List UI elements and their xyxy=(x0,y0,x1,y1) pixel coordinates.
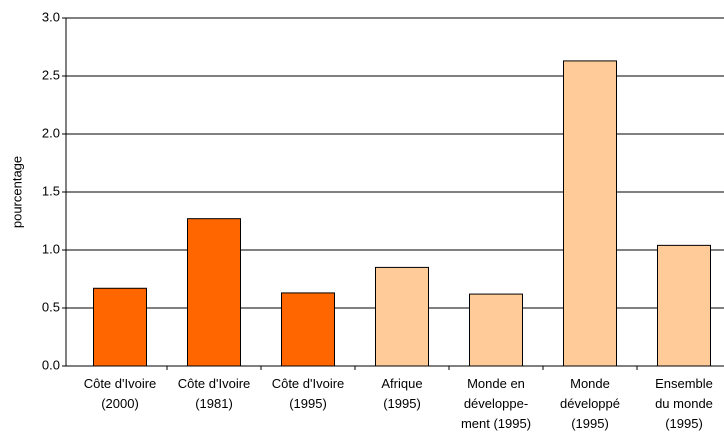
x-tick-label-line: Côte d'Ivoire xyxy=(178,376,251,391)
bar xyxy=(281,292,335,367)
x-tick-label: Afrique (1995) xyxy=(381,376,422,411)
x-tick-label-line: (1995) xyxy=(665,416,703,431)
y-tick-label: 2.0 xyxy=(42,125,60,140)
x-tick-label-line: (1995) xyxy=(289,396,327,411)
x-tick-label-line: (1981) xyxy=(195,396,233,411)
x-tick-label-line: (2000) xyxy=(101,396,139,411)
bar xyxy=(93,287,147,367)
y-tick-label: 0.0 xyxy=(42,357,60,372)
x-tick-label: Ensemble du monde (1995) xyxy=(655,376,713,431)
y-tick-label: 1.5 xyxy=(42,183,60,198)
x-tick-label-line: Monde en xyxy=(467,376,525,391)
x-tick-label-line: ment (1995) xyxy=(461,416,531,431)
x-tick-label-line: (1995) xyxy=(571,416,609,431)
x-tick-label-line: (1995) xyxy=(383,396,421,411)
y-tick-label: 0.5 xyxy=(42,299,60,314)
bar xyxy=(375,266,429,367)
bar xyxy=(657,244,711,367)
x-tick-label: Monde en développe-ment (1995) xyxy=(461,376,531,431)
bar xyxy=(563,60,617,367)
x-tick-label-line: développe- xyxy=(464,396,528,411)
y-axis-label: pourcentage xyxy=(9,156,24,228)
x-tick-label-line: Côte d'Ivoire xyxy=(272,376,345,391)
x-tick-label: Monde développé (1995) xyxy=(560,376,620,431)
x-tick-label: Côte d'Ivoire (1981) xyxy=(178,376,251,411)
x-tick-label-line: Ensemble xyxy=(655,376,713,391)
x-tick-label: Côte d'Ivoire (1995) xyxy=(272,376,345,411)
bar xyxy=(187,218,241,367)
y-tick-label: 2.5 xyxy=(42,67,60,82)
x-tick-label-line: développé xyxy=(560,396,620,411)
x-tick-label: Côte d'Ivoire (2000) xyxy=(84,376,157,411)
x-tick-label-line: du monde xyxy=(655,396,713,411)
y-tick-label: 3.0 xyxy=(42,9,60,24)
y-tick-label: 1.0 xyxy=(42,241,60,256)
x-tick-label-line: Côte d'Ivoire xyxy=(84,376,157,391)
x-tick-label-line: Afrique xyxy=(381,376,422,391)
bar xyxy=(469,293,523,367)
x-tick-label-line: Monde xyxy=(570,376,610,391)
